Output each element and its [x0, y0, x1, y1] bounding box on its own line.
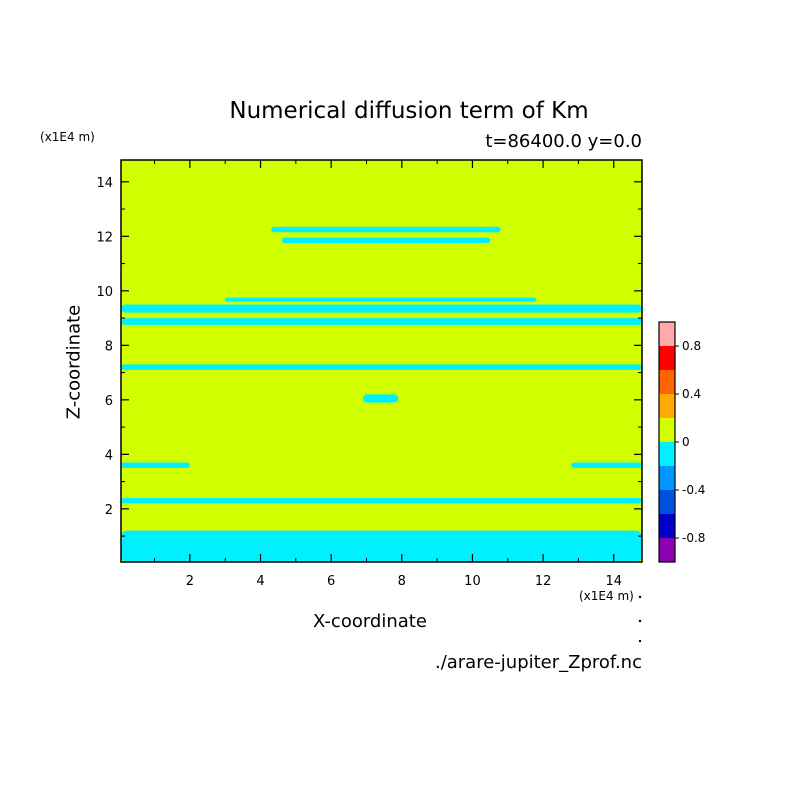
- negative-region: [121, 462, 190, 468]
- x-axis-label: X-coordinate: [313, 611, 427, 632]
- corner-dot: [638, 595, 642, 599]
- colorbar-tick-label: 0.4: [682, 387, 701, 401]
- negative-region: [271, 226, 501, 233]
- chart-subtitle: t=86400.0 y=0.0: [485, 131, 642, 152]
- colorbar-swatch: [659, 322, 675, 346]
- negative-region: [362, 394, 399, 403]
- y-tick-label: 8: [105, 339, 113, 354]
- colorbar-swatch: [659, 442, 675, 466]
- corner-dot: [638, 639, 642, 643]
- x-unit-label: (x1E4 m): [579, 589, 634, 603]
- y-tick-label: 6: [105, 394, 113, 409]
- x-tick-label: 2: [186, 574, 194, 589]
- colorbar-tick-label: 0.8: [682, 339, 701, 353]
- x-tick-label: 10: [464, 574, 481, 589]
- x-tick-label: 6: [327, 574, 335, 589]
- y-tick-label: 10: [96, 285, 113, 300]
- x-tick-label: 12: [535, 574, 552, 589]
- colorbar-swatch: [659, 370, 675, 394]
- corner-dot: [638, 619, 642, 623]
- negative-region: [571, 462, 642, 468]
- colorbar-swatch: [659, 490, 675, 514]
- negative-region: [121, 304, 642, 313]
- colorbar-swatch: [659, 346, 675, 370]
- colorbar-tick-label: -0.4: [682, 483, 705, 497]
- axes: 2 4 6 8 10 12 14 2 4 6 8 10 12 14: [96, 160, 642, 589]
- y-unit-label: (x1E4 m): [40, 130, 95, 144]
- source-file-label: ./arare-jupiter_Zprof.nc: [434, 652, 642, 673]
- y-tick-label: 12: [96, 230, 113, 245]
- colorbar: -0.8 -0.4 0 0.4 0.8: [658, 321, 705, 563]
- negative-region: [121, 497, 642, 504]
- colorbar-swatch: [659, 466, 675, 490]
- negative-region: [121, 530, 642, 562]
- colorbar-swatch: [659, 394, 675, 418]
- plot-area: [121, 160, 642, 562]
- y-tick-label: 4: [105, 448, 113, 463]
- chart-title: Numerical diffusion term of Km: [229, 98, 589, 124]
- colorbar-swatch: [659, 514, 675, 538]
- colorbar-tick-label: 0: [682, 435, 690, 449]
- x-tick-label: 8: [398, 574, 406, 589]
- plot-frame: [120, 159, 643, 563]
- negative-region: [121, 364, 642, 370]
- colorbar-swatch: [659, 418, 675, 442]
- y-tick-label: 2: [105, 503, 113, 518]
- colorbar-swatch: [659, 538, 675, 562]
- colorbar-tick-label: -0.8: [682, 531, 705, 545]
- x-tick-label: 14: [605, 574, 622, 589]
- negative-region: [225, 297, 537, 302]
- y-tick-label: 14: [96, 176, 113, 191]
- negative-region: [281, 237, 491, 244]
- corner-dots: [638, 595, 642, 643]
- x-tick-label: 4: [256, 574, 264, 589]
- negative-region: [121, 318, 642, 325]
